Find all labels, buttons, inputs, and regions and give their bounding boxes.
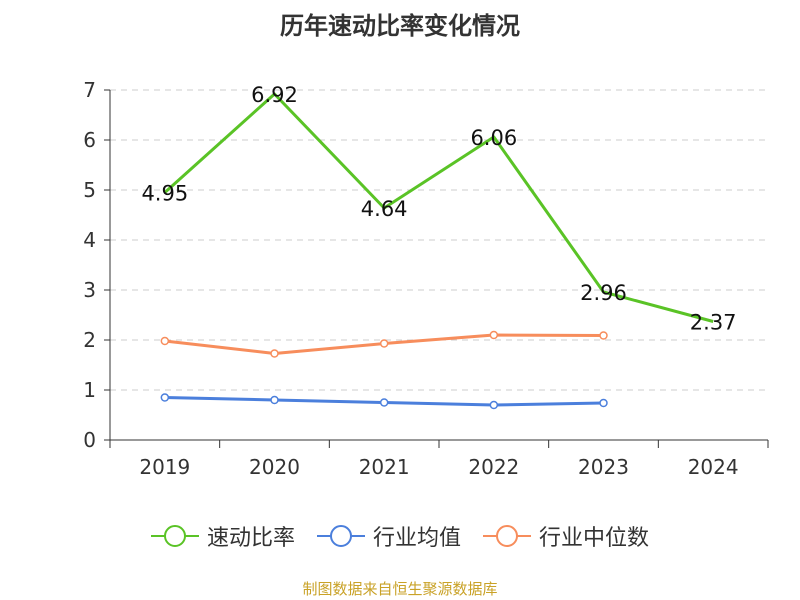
data-label: 6.92 bbox=[251, 83, 298, 107]
x-tick-label: 2020 bbox=[249, 455, 300, 479]
y-tick-label: 5 bbox=[83, 178, 96, 202]
y-tick-label: 6 bbox=[83, 128, 96, 152]
chart-title: 历年速动比率变化情况 bbox=[280, 12, 520, 40]
legend-label: 行业中位数 bbox=[539, 526, 650, 551]
y-tick-label: 4 bbox=[83, 228, 96, 252]
y-tick-label: 2 bbox=[83, 328, 96, 352]
legend-item-industry-median[interactable]: 行业中位数 bbox=[483, 520, 649, 552]
y-tick-label: 7 bbox=[83, 78, 96, 102]
data-point bbox=[160, 336, 170, 346]
legend-item-quick-ratio[interactable]: 速动比率 bbox=[150, 520, 295, 552]
legend: 速动比率 行业均值 行业中位数 bbox=[0, 520, 800, 552]
legend-label: 速动比率 bbox=[206, 526, 295, 551]
data-point bbox=[160, 393, 170, 402]
y-tick-label: 1 bbox=[83, 378, 96, 402]
data-point bbox=[379, 398, 389, 407]
legend-label: 行业均值 bbox=[372, 526, 461, 551]
data-label: 2.37 bbox=[690, 311, 737, 335]
source-note: 制图数据来自恒生聚源数据库 bbox=[302, 580, 498, 598]
legend-item-industry-mean[interactable]: 行业均值 bbox=[316, 520, 461, 552]
data-label: 4.95 bbox=[141, 182, 188, 206]
series-line-0 bbox=[163, 92, 714, 323]
x-tick-label: 2022 bbox=[468, 455, 519, 479]
legend-line-circle-icon bbox=[483, 524, 531, 548]
data-point bbox=[379, 339, 389, 348]
x-tick-label: 2024 bbox=[688, 455, 739, 479]
data-labels: 4.95 6.92 4.64 6.06 2.96 2.37 bbox=[141, 83, 736, 335]
data-point bbox=[489, 400, 499, 410]
data-point bbox=[599, 398, 608, 408]
data-label: 4.64 bbox=[361, 197, 408, 221]
data-point bbox=[270, 349, 279, 358]
data-point bbox=[599, 331, 608, 340]
legend-line-circle-icon bbox=[150, 524, 199, 548]
data-label: 2.96 bbox=[580, 281, 627, 305]
y-tick-label: 0 bbox=[83, 428, 96, 452]
y-tick-label: 3 bbox=[83, 278, 96, 302]
data-point bbox=[270, 395, 279, 405]
x-tick-label: 2023 bbox=[578, 455, 629, 479]
x-tick-label: 2019 bbox=[139, 455, 190, 479]
data-label: 6.06 bbox=[470, 126, 517, 150]
axes: 0 1 2 3 4 5 6 7 2019 2020 2021 2022 2023 2024 bbox=[83, 78, 769, 479]
x-tick-label: 2021 bbox=[359, 455, 410, 479]
data-point bbox=[489, 330, 499, 340]
legend-line-circle-icon bbox=[316, 524, 365, 548]
series-lines bbox=[160, 92, 714, 410]
